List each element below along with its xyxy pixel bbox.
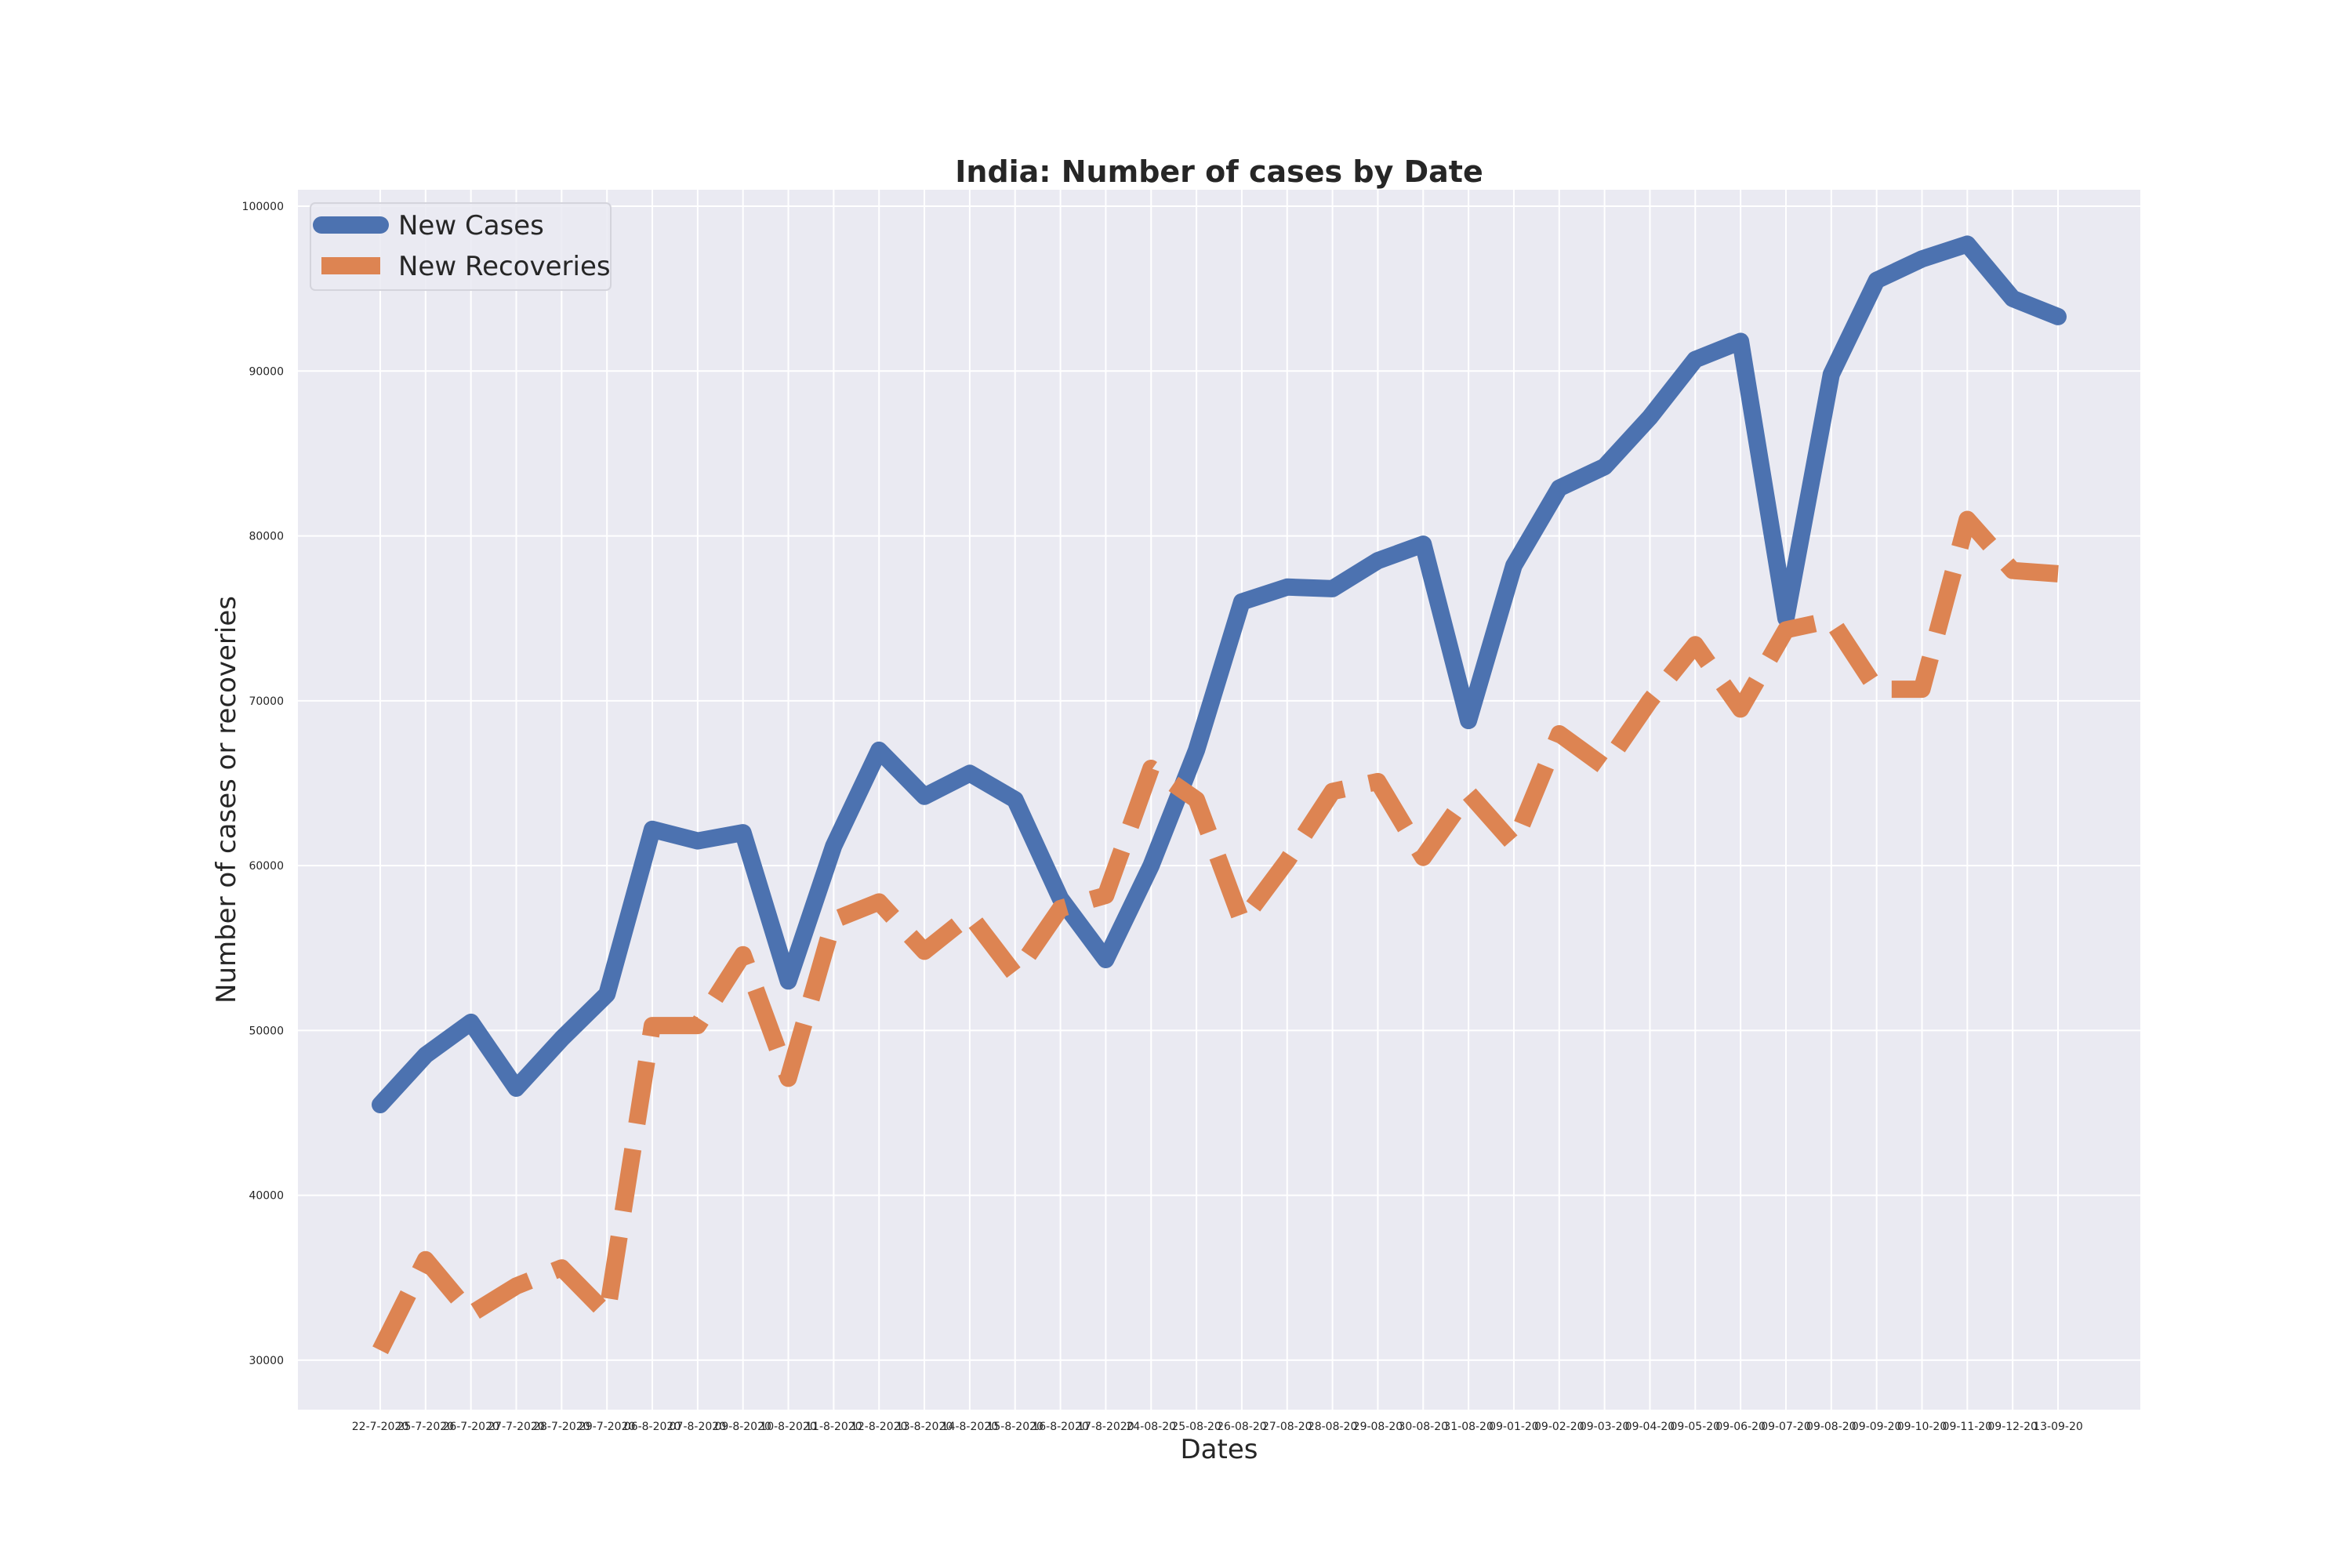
legend: New Cases New Recoveries [310,202,612,291]
x-tick-label: 09-04-20 [1625,1421,1675,1433]
y-tick-label: 40000 [249,1190,284,1203]
x-tick-label: 26-08-20 [1217,1421,1267,1433]
x-tick-label: 09-03-20 [1580,1421,1630,1433]
y-tick-label: 80000 [249,531,284,543]
x-tick-label: 13-09-20 [2033,1421,2083,1433]
x-tick-label: 09-10-20 [1897,1421,1947,1433]
x-tick-label: 25-7-2020 [397,1421,454,1433]
x-tick-label: 28-08-20 [1308,1421,1358,1433]
x-tick-label: 09-08-20 [1806,1421,1857,1433]
x-tick-label: 13-8-2020 [896,1421,953,1433]
x-tick-label: 28-7-2020 [533,1421,590,1433]
x-tick-label: 09-12-20 [1987,1421,2038,1433]
series-layer [372,235,2067,1355]
x-tick-label: 09-01-20 [1489,1421,1539,1433]
x-tick-label: 29-08-20 [1353,1421,1403,1433]
y-tick-labels: 30000 40000 50000 60000 70000 80000 90000 10000… [242,201,284,1367]
x-tick-label: 24-08-20 [1126,1421,1176,1433]
x-tick-label: 06-8-2020 [624,1421,681,1433]
x-tick-label: 07-8-2020 [670,1421,726,1433]
x-tick-label: 14-8-2020 [942,1421,998,1433]
x-tick-label: 11-8-2020 [805,1421,862,1433]
y-tick-label: 90000 [249,365,284,378]
x-tick-label: 09-09-20 [1852,1421,1902,1433]
x-tick-label: 27-7-2020 [488,1421,544,1433]
y-axis-label: Number of cases or recoveries [211,596,242,1004]
y-tick-label: 30000 [249,1355,284,1367]
x-tick-labels: 22-7-202025-7-202026-7-202027-7-202028-7… [352,1421,2083,1433]
y-tick-label: 60000 [249,860,284,873]
x-tick-label: 17-8-2020 [1077,1421,1134,1433]
legend-label-new-cases: New Cases [398,210,544,241]
x-tick-label: 10-8-2020 [760,1421,816,1433]
y-tick-label: 50000 [249,1025,284,1037]
x-tick-label: 16-8-2020 [1032,1421,1088,1433]
x-tick-label: 29-7-2020 [579,1421,635,1433]
series-line-new-recoveries [372,510,2059,1355]
y-tick-label: 100000 [242,201,284,213]
plot-area [298,190,2140,1410]
x-tick-label: 27-08-20 [1262,1421,1312,1433]
x-tick-label: 09-02-20 [1534,1421,1584,1433]
x-tick-label: 22-7-2020 [352,1421,408,1433]
series-line-new-cases [372,235,2067,1113]
gridlines [298,190,2140,1410]
x-tick-label: 12-8-2020 [851,1421,907,1433]
x-tick-label: 09-06-20 [1715,1421,1766,1433]
x-tick-label: 15-8-2020 [986,1421,1043,1433]
x-axis-label: Dates [1181,1434,1258,1465]
x-tick-label: 09-11-20 [1943,1421,1993,1433]
y-tick-label: 70000 [249,695,284,708]
x-tick-label: 30-08-20 [1398,1421,1448,1433]
x-tick-label: 09-07-20 [1761,1421,1811,1433]
x-tick-label: 25-08-20 [1171,1421,1221,1433]
x-tick-label: 09-8-2020 [714,1421,771,1433]
chart-title: India: Number of cases by Date [955,154,1483,189]
x-tick-label: 31-08-20 [1443,1421,1494,1433]
x-tick-label: 26-7-2020 [442,1421,499,1433]
legend-label-new-recoveries: New Recoveries [398,251,611,282]
x-tick-label: 09-05-20 [1671,1421,1721,1433]
